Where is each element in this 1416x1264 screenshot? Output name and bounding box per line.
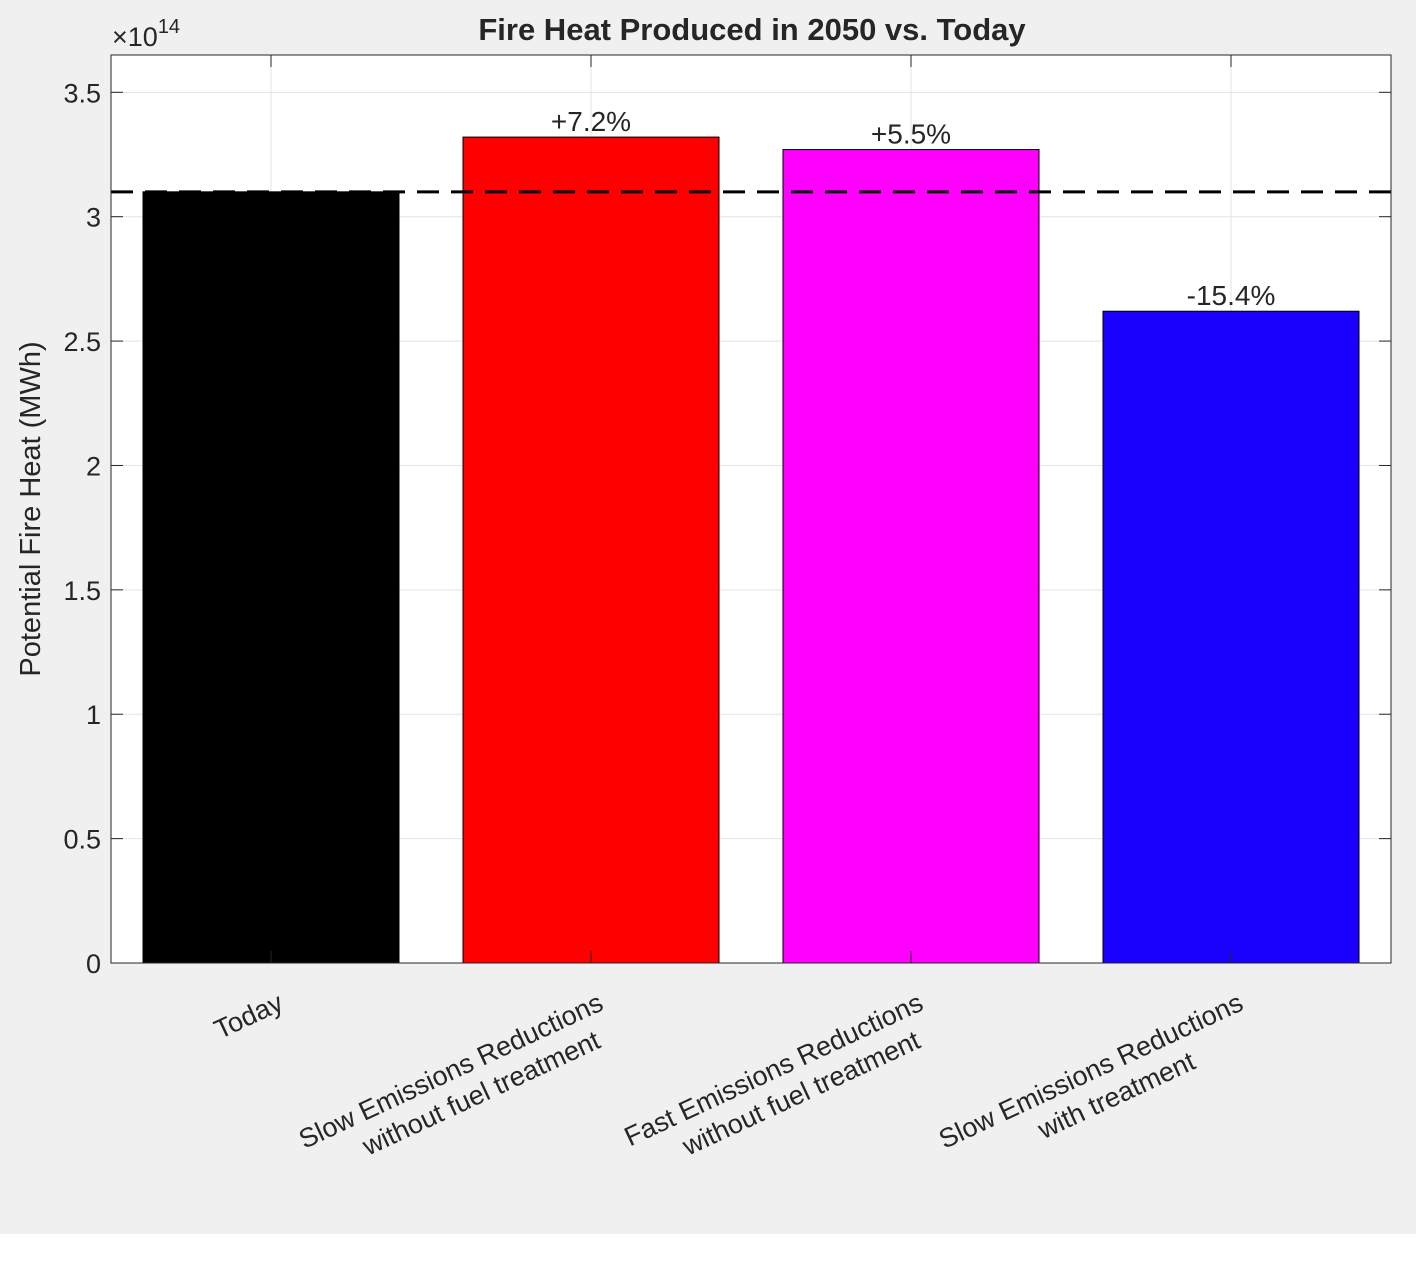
y-tick-label: 0 xyxy=(86,949,101,979)
data-label-bar-4: -15.4% xyxy=(1187,280,1276,311)
chart-title: Fire Heat Produced in 2050 vs. Today xyxy=(478,12,1026,47)
bars xyxy=(142,136,1360,964)
data-labels: +7.2% +5.5% -15.4% xyxy=(551,106,1275,311)
plot-border xyxy=(110,54,1392,964)
bar-3 xyxy=(782,149,1040,964)
x-tick-label-line: Slow Emissions Reductions xyxy=(934,987,1247,1154)
tick-marks xyxy=(111,55,1391,964)
y-tick-label: 0.5 xyxy=(63,825,101,855)
y-tick-label: 1 xyxy=(86,700,101,730)
y-axis-label: Potential Fire Heat (MWh) xyxy=(15,341,47,676)
y-tick-label: 3.5 xyxy=(63,78,101,108)
y-tick-label: 2.5 xyxy=(63,327,101,357)
x-tick-label: Fast Emissions Reductionswithout fuel tr… xyxy=(620,987,942,1182)
y-exponent-base: ×10 xyxy=(112,22,158,52)
x-tick-label: Today xyxy=(210,987,288,1045)
bar-2 xyxy=(462,136,720,964)
y-tick-labels: 0 0.5 1 1.5 2 2.5 3 3.5 xyxy=(63,78,101,979)
data-label-bar-2: +7.2% xyxy=(551,106,631,137)
x-tick-label: Slow Emissions Reductionswith treatment xyxy=(934,987,1261,1184)
bar-4 xyxy=(1102,310,1360,964)
y-tick-label: 1.5 xyxy=(63,576,101,606)
bar-chart: 00.511.522.533.5 Today Slow Emissions Red… xyxy=(15,12,1392,1184)
x-tick-labels: Today Slow Emissions Reductionswithout fu… xyxy=(210,987,1261,1184)
figure-background: 0 0.5 1 1.5 2 2.5 3 3.5 Today Slow Emissions Red… xyxy=(0,0,1416,1234)
y-exponent-power: 14 xyxy=(158,16,180,38)
x-tick-label-line: Today xyxy=(210,987,288,1045)
bar-1 xyxy=(142,191,400,964)
x-tick-label: Slow Emissions Reductionswithout fuel tr… xyxy=(294,987,621,1184)
y-tick-label: 2 xyxy=(86,451,101,481)
data-label-bar-3: +5.5% xyxy=(871,119,951,150)
y-axis-exponent: ×1014 xyxy=(112,16,180,52)
y-tick-label: 3 xyxy=(86,203,101,233)
